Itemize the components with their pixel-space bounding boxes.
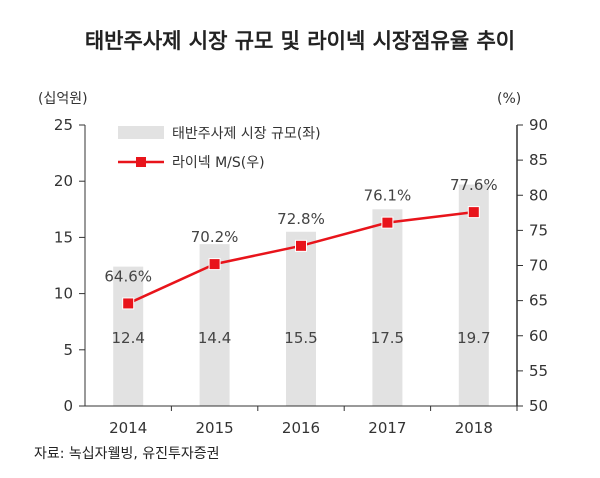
right-tick-label: 65 — [529, 292, 548, 310]
chart-title: 태반주사제 시장 규모 및 라이넥 시장점유율 추이 — [85, 29, 515, 53]
source-note: 자료: 녹십자웰빙, 유진투자증권 — [34, 446, 220, 462]
right-tick-label: 85 — [529, 151, 548, 169]
legend-bar-label: 태반주사제 시장 규모(좌) — [172, 126, 321, 142]
left-tick-label: 25 — [54, 116, 73, 134]
legend: 태반주사제 시장 규모(좌) 라이넥 M/S(우) — [118, 126, 321, 171]
point-value-label: 77.6% — [450, 176, 498, 194]
right-tick-label: 50 — [529, 397, 548, 415]
right-tick-label: 75 — [529, 221, 548, 239]
right-tick-label: 60 — [529, 327, 548, 345]
left-tick-label: 0 — [63, 397, 73, 415]
legend-line-marker — [136, 157, 146, 167]
bar — [286, 231, 316, 406]
legend-bar-swatch — [118, 126, 164, 139]
x-tick-label: 2014 — [109, 419, 147, 437]
line-point — [467, 206, 480, 219]
x-tick-label: 2017 — [368, 419, 406, 437]
right-tick-label: 70 — [529, 257, 548, 275]
bar — [113, 266, 144, 406]
bar-value-label: 17.5 — [371, 329, 404, 347]
x-tick-label: 2015 — [196, 419, 234, 437]
legend-line-label: 라이넥 M/S(우) — [172, 155, 265, 171]
right-axis-unit: (%) — [497, 91, 521, 107]
left-tick-label: 5 — [63, 341, 73, 359]
right-axis: 50 55 60 65 70 75 80 85 90 — [516, 116, 548, 415]
bar-value-label: 19.7 — [457, 329, 490, 347]
right-tick-label: 90 — [529, 116, 548, 134]
point-value-label: 70.2% — [191, 228, 239, 246]
right-tick-label: 80 — [529, 186, 548, 204]
line-point — [122, 297, 135, 310]
bar — [458, 184, 489, 406]
point-value-label: 72.8% — [277, 210, 325, 228]
left-tick-label: 20 — [54, 172, 73, 190]
x-tick-label: 2016 — [282, 419, 320, 437]
point-value-label: 76.1% — [364, 187, 412, 205]
line-point — [295, 239, 307, 252]
bar — [199, 244, 230, 406]
left-axis-unit: (십억원) — [38, 91, 88, 107]
left-tick-label: 15 — [54, 228, 73, 246]
right-tick-label: 55 — [529, 362, 548, 380]
bar-series: 12.4 14.4 15.5 17.5 19.7 — [111, 184, 491, 406]
line-series: 64.6% 70.2% 72.8% 76.1% 77.6% — [104, 176, 498, 310]
left-tick-label: 10 — [54, 285, 73, 303]
left-axis: 0 5 10 15 20 25 — [54, 116, 86, 415]
bar-value-label: 14.4 — [198, 329, 231, 347]
x-tick-label: 2018 — [455, 419, 493, 437]
x-axis: 2014 2015 2016 2017 2018 — [85, 405, 518, 437]
bar-value-label: 15.5 — [284, 329, 317, 347]
line-point — [381, 216, 394, 229]
point-value-label: 64.6% — [104, 267, 152, 285]
bar — [372, 209, 403, 406]
line-point — [208, 258, 221, 271]
bar-value-label: 12.4 — [111, 329, 144, 347]
